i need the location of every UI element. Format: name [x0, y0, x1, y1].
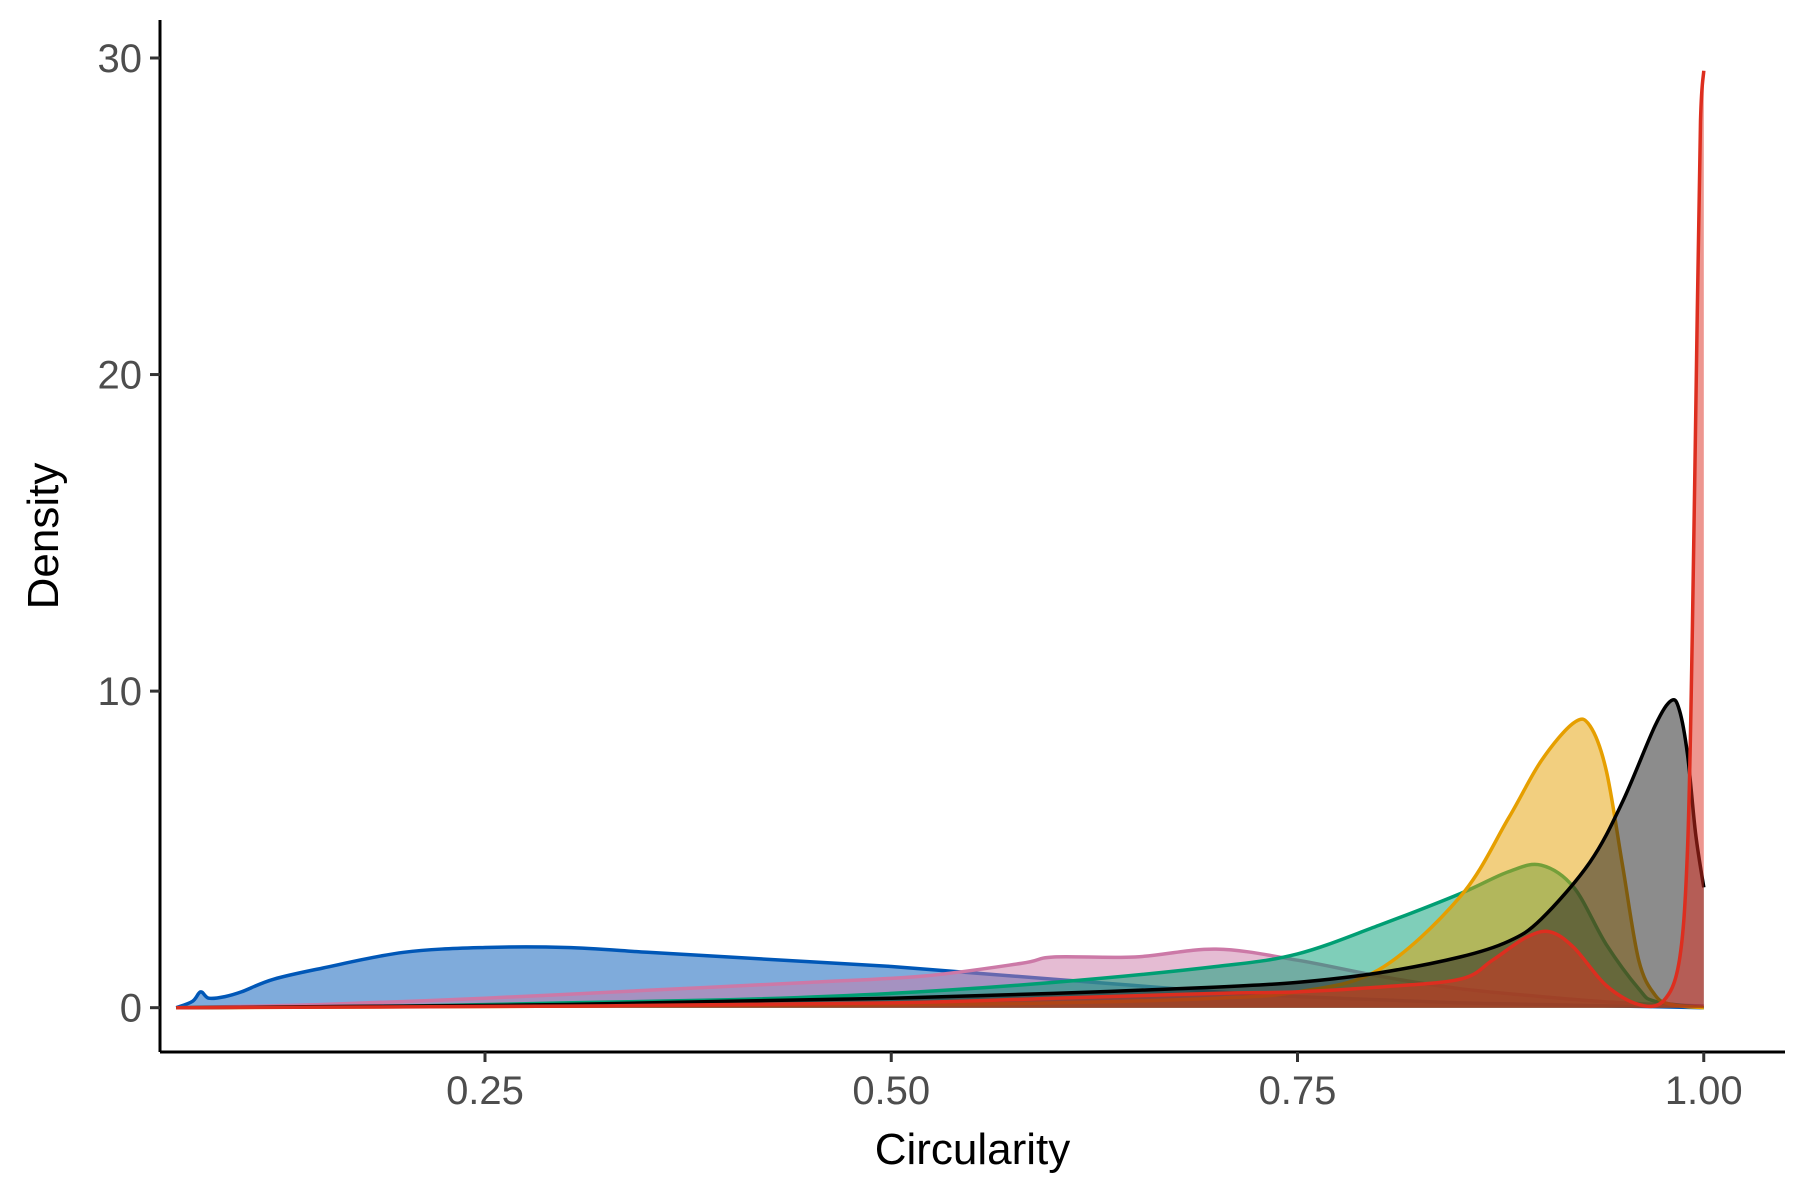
y-tick-label: 0 [120, 987, 142, 1031]
y-axis-title: Density [19, 463, 68, 610]
y-tick-label: 20 [98, 354, 143, 398]
density-line-6 [176, 70, 1706, 1010]
density-line-5 [176, 697, 1706, 1010]
density-area-6 [176, 70, 1704, 1008]
x-tick-label: 0.25 [446, 1069, 524, 1113]
density-area-3 [176, 864, 1704, 1008]
density-areas [175, 70, 1706, 1010]
y-tick-label: 30 [98, 37, 143, 81]
y-tick-label: 10 [98, 670, 143, 714]
axes: 0.25 0.50 0.75 1.00 0 10 20 30 [98, 20, 1785, 1113]
x-axis-title: Circularity [875, 1125, 1071, 1174]
x-tick-label: 1.00 [1665, 1069, 1743, 1113]
x-tick-label: 0.50 [852, 1069, 930, 1113]
x-tick-label: 0.75 [1259, 1069, 1337, 1113]
y-ticks: 0 10 20 30 [98, 37, 160, 1031]
x-ticks: 0.25 0.50 0.75 1.00 [446, 1052, 1743, 1113]
